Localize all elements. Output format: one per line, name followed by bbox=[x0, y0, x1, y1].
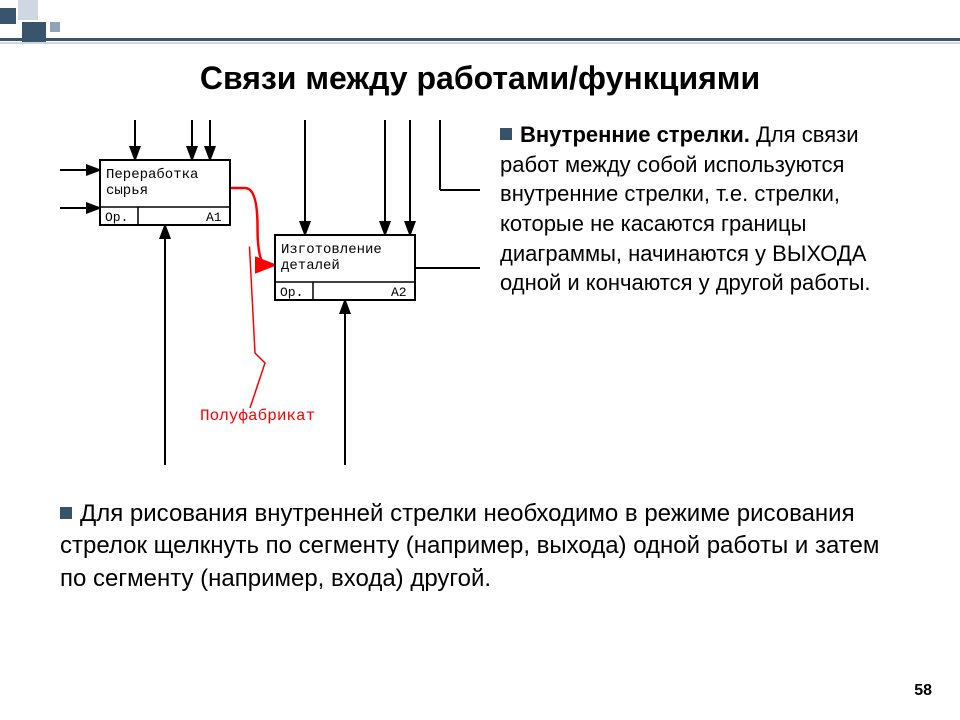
svg-text:А2: А2 bbox=[391, 285, 407, 300]
bottom-body: Для рисования внутренней стрелки необход… bbox=[60, 500, 879, 592]
svg-text:А1: А1 bbox=[206, 210, 222, 225]
slide-title: Связи между работами/функциями bbox=[0, 60, 960, 97]
bottom-text-panel: Для рисования внутренней стрелки необход… bbox=[60, 498, 900, 595]
diagram-container: Переработкасырья Ор. А1 Изготовлениедеталей… bbox=[60, 120, 480, 470]
svg-text:сырья: сырья bbox=[106, 183, 148, 199]
bullet-icon bbox=[60, 507, 72, 519]
right-text-panel: Внутренние стрелки. Для связи работ межд… bbox=[500, 120, 900, 470]
svg-text:Ор.: Ор. bbox=[105, 210, 128, 225]
idef0-diagram: Переработкасырья Ор. А1 Изготовлениедеталей… bbox=[60, 120, 480, 465]
svg-text:деталей: деталей bbox=[281, 257, 340, 274]
content-row: Переработкасырья Ор. А1 Изготовлениедеталей… bbox=[60, 120, 900, 470]
right-heading: Внутренние стрелки. bbox=[520, 122, 750, 147]
svg-text:Ор.: Ор. bbox=[280, 285, 303, 300]
slide-decoration bbox=[0, 0, 960, 45]
svg-text:Изготовление: Изготовление bbox=[281, 242, 382, 258]
svg-text:Переработка: Переработка bbox=[106, 166, 198, 183]
page-number: 58 bbox=[914, 682, 932, 700]
svg-text:Полуфабрикат: Полуфабрикат bbox=[200, 407, 315, 425]
bullet-icon bbox=[500, 128, 512, 140]
right-body: Для связи работ между собой используются… bbox=[500, 122, 871, 295]
